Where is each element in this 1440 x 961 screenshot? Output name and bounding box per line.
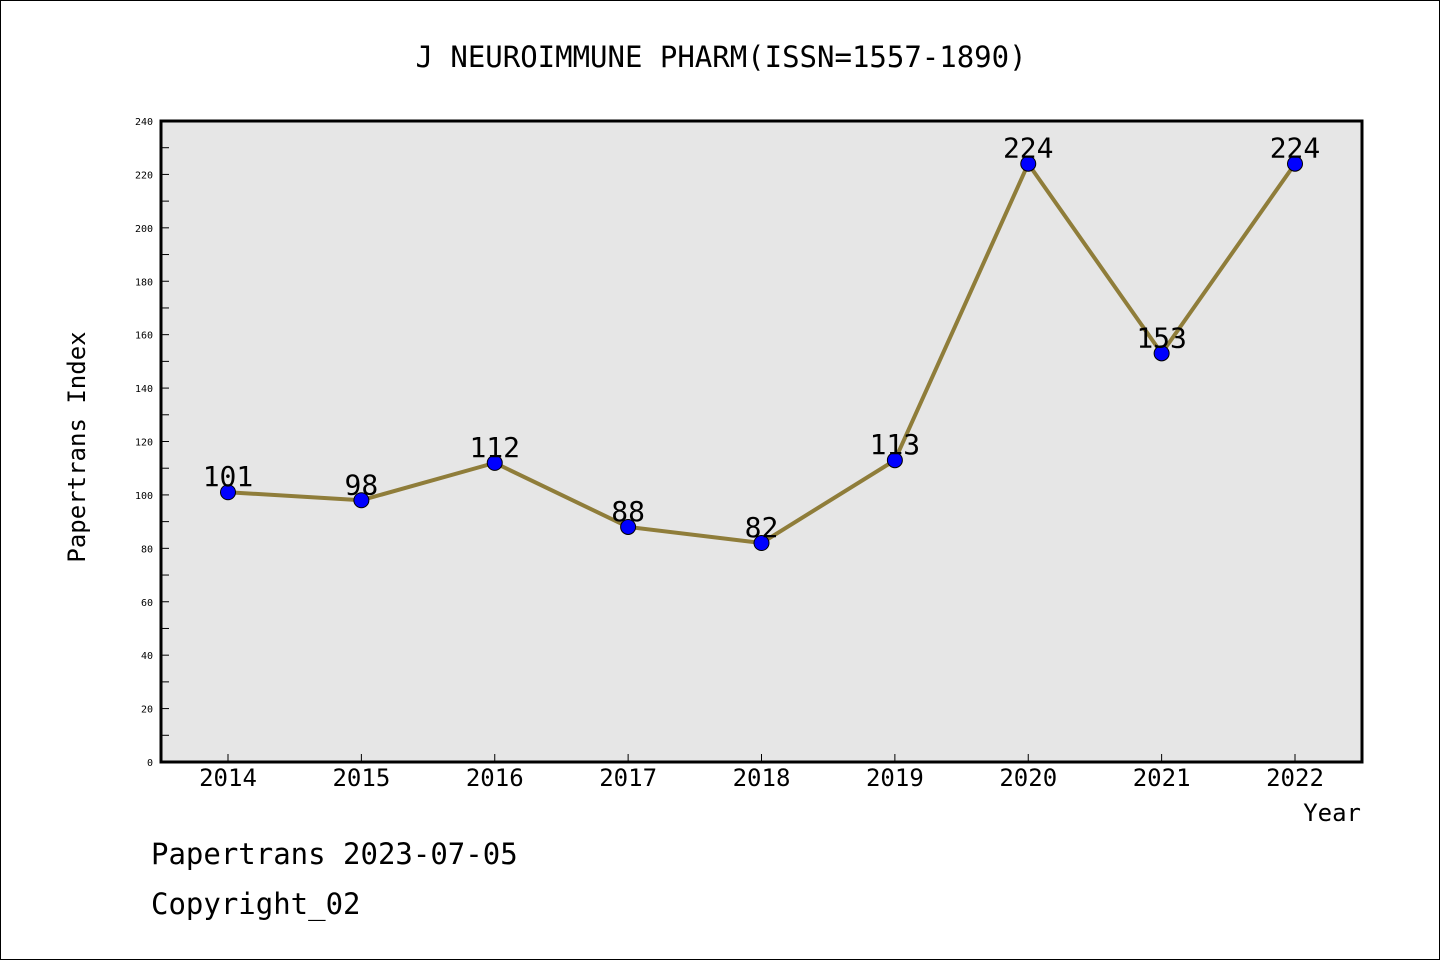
y-tick-label: 120 [135,438,153,449]
x-tick-label: 2022 [1266,764,1324,792]
y-tick-label: 100 [135,491,153,502]
y-tick-label: 20 [141,705,153,716]
y-tick-label: 180 [135,277,153,288]
x-tick-label: 2019 [866,764,924,792]
data-label: 224 [1270,132,1321,165]
data-label: 113 [870,428,921,461]
y-tick-label: 140 [135,384,153,395]
data-point-marker [886,452,903,469]
data-label: 224 [1003,132,1054,165]
x-tick-label: 2020 [999,764,1057,792]
data-label: 88 [611,495,645,528]
x-tick-label: 2014 [199,764,257,792]
x-tick-label: 2015 [332,764,390,792]
y-axis-ticks: 0 20 40 60 80 100 120 140 160 180 200 220 240 [135,117,169,769]
data-point-marker [353,492,370,509]
data-point-marker [1287,155,1303,172]
y-tick-label: 80 [141,544,153,555]
y-tick-label: 40 [141,651,153,662]
x-tick-label: 2018 [733,764,791,792]
y-tick-label: 240 [135,117,153,128]
data-point-marker [620,518,637,535]
data-point-marker [486,454,503,471]
data-label: 82 [745,511,779,544]
y-tick-label: 0 [147,758,153,769]
footer-date-text: Papertrans 2023-07-05 [151,837,518,871]
plot-area [161,121,1362,762]
x-tick-label: 2021 [1133,764,1191,792]
x-axis-ticks: 2014 2015 2016 2017 2018 2019 2020 2021 2022 [199,754,1324,792]
footer-copyright-text: Copyright_02 [151,887,361,921]
data-labels: 101 98 112 88 82 113 224 153 224 [203,132,1321,544]
x-axis-label: Year [1303,799,1361,827]
y-tick-label: 200 [135,224,153,235]
data-label: 153 [1136,321,1187,354]
x-tick-label: 2017 [599,764,657,792]
data-point-marker [220,484,236,501]
chart-title: J NEUROIMMUNE PHARM(ISSN=1557-1890) [415,40,1026,74]
y-tick-label: 60 [141,598,153,609]
data-label: 101 [203,460,254,493]
data-point-marker [1020,155,1037,172]
y-tick-label: 220 [135,170,153,181]
data-point-marker [753,534,770,551]
x-tick-label: 2016 [466,764,524,792]
data-point-marker [1153,345,1170,362]
y-axis-label: Papertrans Index [63,331,91,562]
series-layer [220,155,1303,551]
data-label: 98 [345,468,379,501]
y-tick-label: 160 [135,331,153,342]
plot-frame [159,119,1364,764]
data-label: 112 [469,431,520,464]
